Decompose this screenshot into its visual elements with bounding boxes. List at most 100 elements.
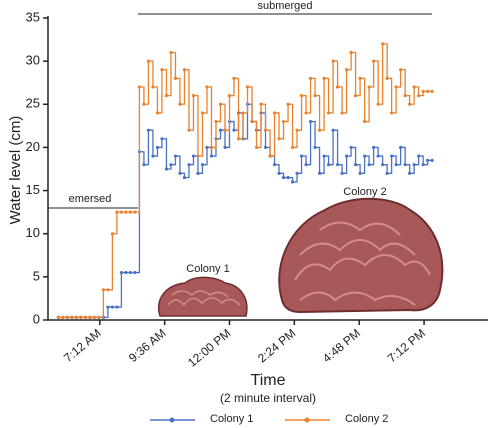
y-tick-label: 20 [26, 139, 40, 154]
marker [403, 163, 407, 167]
marker [70, 315, 74, 320]
marker [137, 85, 142, 89]
x-tick-label: 9:36 AM [126, 326, 169, 365]
marker [353, 94, 358, 98]
marker [160, 137, 164, 141]
marker [268, 154, 272, 158]
marker [376, 102, 380, 106]
marker [205, 145, 209, 150]
marker [263, 128, 268, 132]
marker [178, 171, 182, 175]
marker [277, 137, 281, 141]
marker [182, 176, 187, 180]
marker [164, 167, 169, 171]
marker [200, 111, 205, 115]
marker [88, 315, 92, 320]
marker [191, 154, 196, 158]
annotation: emersed [69, 193, 112, 205]
marker [263, 145, 268, 150]
marker [326, 163, 331, 167]
y-tick-label: 10 [26, 225, 40, 240]
marker [399, 145, 403, 150]
marker [151, 154, 155, 158]
legend-label: Colony 2 [345, 413, 388, 425]
y-tick-label: 15 [26, 182, 40, 197]
marker [209, 145, 214, 150]
marker [313, 145, 317, 150]
x-tick-label: 2:24 PM [255, 326, 298, 365]
marker [218, 102, 223, 106]
marker [353, 163, 358, 167]
marker [281, 176, 286, 180]
marker [272, 163, 277, 167]
marker [394, 163, 398, 167]
x-tick-label: 12:00 PM [185, 326, 233, 370]
marker [146, 59, 151, 63]
marker [363, 119, 367, 124]
marker [281, 119, 286, 124]
y-tick-label: 35 [26, 9, 40, 24]
marker [173, 76, 178, 80]
marker [56, 315, 60, 320]
marker [344, 68, 349, 72]
marker [160, 68, 164, 72]
marker [317, 128, 322, 132]
marker [232, 128, 236, 132]
marker [241, 111, 245, 115]
marker [358, 171, 362, 175]
marker [115, 305, 119, 309]
marker [232, 76, 236, 80]
marker [124, 270, 128, 275]
marker [65, 315, 69, 320]
marker [417, 154, 421, 158]
annotation: Colony 1 [186, 263, 229, 275]
colony-2-illustration [278, 197, 444, 314]
marker [110, 305, 115, 309]
legend-marker [304, 417, 310, 423]
legend-marker [169, 417, 175, 423]
marker [313, 94, 317, 98]
marker [200, 163, 205, 167]
marker [426, 89, 430, 93]
marker [421, 163, 425, 167]
marker [340, 171, 344, 175]
marker [214, 119, 218, 124]
marker [106, 288, 110, 292]
marker [169, 163, 173, 167]
marker [335, 163, 340, 167]
marker [412, 85, 416, 89]
marker [367, 85, 371, 89]
marker [349, 50, 353, 55]
marker [408, 171, 412, 175]
marker [349, 145, 353, 150]
marker [92, 315, 96, 320]
y-tick-label: 5 [33, 268, 40, 283]
marker [110, 232, 115, 236]
marker [142, 102, 146, 106]
marker [173, 154, 178, 158]
marker [304, 163, 308, 167]
x-axis-label: Time [251, 372, 286, 389]
marker [61, 315, 65, 320]
marker [417, 94, 421, 98]
marker [376, 154, 380, 158]
marker [119, 270, 124, 275]
marker [367, 163, 371, 167]
marker [426, 158, 430, 162]
marker [408, 102, 412, 106]
marker [372, 59, 376, 63]
annotation: submerged [257, 0, 312, 12]
marker [146, 128, 151, 132]
marker [286, 102, 290, 106]
marker [331, 59, 335, 63]
marker [97, 315, 101, 320]
marker [124, 210, 128, 214]
marker [187, 128, 191, 132]
marker [344, 154, 349, 158]
marker [227, 94, 232, 98]
marker [196, 154, 200, 158]
marker [115, 210, 119, 214]
marker [308, 76, 313, 80]
x-tick-label: 4:48 PM [320, 326, 363, 365]
